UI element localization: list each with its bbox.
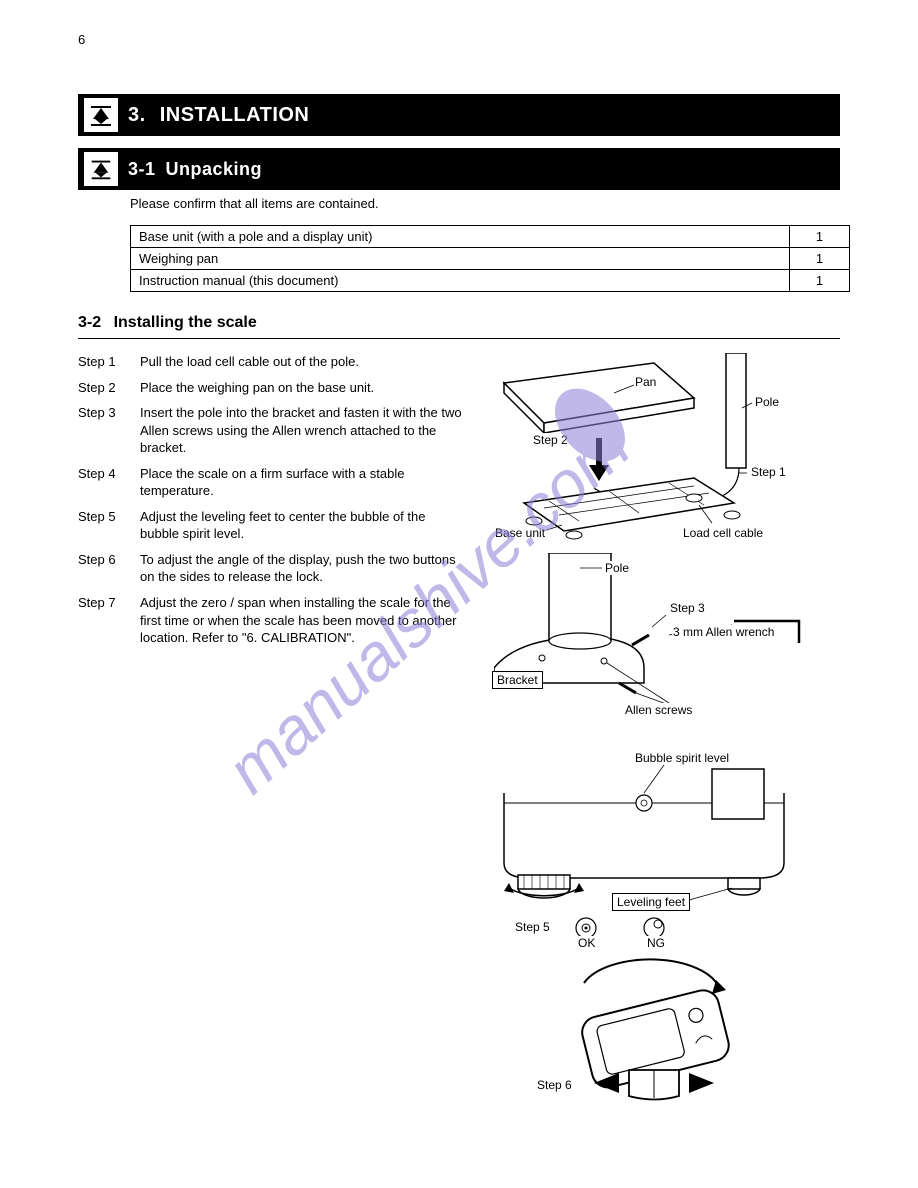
- steps-area: Step 1 Pull the load cell cable out of t…: [78, 353, 840, 1103]
- label-pole: Pole: [754, 395, 780, 409]
- subsection-bar-unpacking: 3-1 Unpacking: [78, 148, 840, 190]
- step-body: Adjust the zero / span when installing t…: [140, 594, 468, 647]
- label-bubble-level: Bubble spirit level: [634, 751, 730, 765]
- section-title: INSTALLATION: [160, 104, 310, 127]
- label-step5: Step 5: [514, 920, 551, 934]
- step-2: Step 2 Place the weighing pan on the bas…: [78, 379, 468, 397]
- step-label: Step 7: [78, 594, 140, 647]
- cell-item: Base unit (with a pole and a display uni…: [131, 226, 790, 248]
- step-7: Step 7 Adjust the zero / span when insta…: [78, 594, 468, 647]
- table-row: Weighing pan 1: [131, 248, 850, 270]
- step-body: Insert the pole into the bracket and fas…: [140, 404, 468, 457]
- step-label: Step 2: [78, 379, 140, 397]
- subsection1-number: 3-1: [128, 159, 156, 180]
- label-bracket: Bracket: [492, 671, 543, 689]
- step-label: Step 3: [78, 404, 140, 457]
- divider: [78, 338, 840, 339]
- step-body: Place the scale on a firm surface with a…: [140, 465, 468, 500]
- cell-item: Weighing pan: [131, 248, 790, 270]
- label-step2: Step 2: [532, 433, 569, 447]
- step-body: Place the weighing pan on the base unit.: [140, 379, 374, 397]
- step-1: Step 1 Pull the load cell cable out of t…: [78, 353, 468, 371]
- label-load-cell-cable: Load cell cable: [682, 526, 764, 540]
- cell-qty: 1: [790, 226, 850, 248]
- figures-column: Pan Pole Step 2 Step 1 Base unit Load ce…: [468, 353, 840, 1103]
- figure-bracket: Pole Step 3 3 mm Allen wrench Bracket Al…: [494, 553, 814, 723]
- subsection2-title: Installing the scale: [114, 314, 257, 331]
- label-allen-screws: Allen screws: [624, 703, 693, 717]
- figure-display: Step 6: [524, 958, 784, 1103]
- subsection1-title: Unpacking: [166, 159, 263, 180]
- label-ok: OK: [577, 936, 596, 950]
- cell-item: Instruction manual (this document): [131, 270, 790, 292]
- step-body: Pull the load cell cable out of the pole…: [140, 353, 359, 371]
- step-4: Step 4 Place the scale on a firm surface…: [78, 465, 468, 500]
- cell-qty: 1: [790, 248, 850, 270]
- figure-leveling: Bubble spirit level Leveling feet Step 5…: [494, 733, 814, 948]
- section-number: 3.: [128, 104, 146, 127]
- step-label: Step 1: [78, 353, 140, 371]
- steps-text: Step 1 Pull the load cell cable out of t…: [78, 353, 468, 655]
- label-leveling-feet: Leveling feet: [612, 893, 690, 911]
- cell-qty: 1: [790, 270, 850, 292]
- step-body: Adjust the leveling feet to center the b…: [140, 508, 468, 543]
- label-ng: NG: [646, 936, 666, 950]
- label-step1: Step 1: [750, 465, 787, 479]
- subsection2-number: 3-2: [78, 314, 101, 331]
- table-row: Instruction manual (this document) 1: [131, 270, 850, 292]
- scale-icon: [84, 98, 118, 132]
- step-body: To adjust the angle of the display, push…: [140, 551, 468, 586]
- unpacking-table: Base unit (with a pole and a display uni…: [130, 225, 850, 292]
- confirm-text: Please confirm that all items are contai…: [130, 196, 840, 211]
- label-base-unit: Base unit: [494, 526, 546, 540]
- label-step6: Step 6: [536, 1078, 573, 1092]
- step-6: Step 6 To adjust the angle of the displa…: [78, 551, 468, 586]
- step-3: Step 3 Insert the pole into the bracket …: [78, 404, 468, 457]
- figure-assembly: Pan Pole Step 2 Step 1 Base unit Load ce…: [494, 353, 814, 543]
- scale-icon: [84, 152, 118, 186]
- label-pan: Pan: [634, 375, 657, 389]
- step-5: Step 5 Adjust the leveling feet to cente…: [78, 508, 468, 543]
- page-number: 6: [78, 32, 85, 47]
- step-label: Step 5: [78, 508, 140, 543]
- subsection2-heading: 3-2 Installing the scale: [78, 314, 840, 332]
- label-allen-wrench: 3 mm Allen wrench: [672, 625, 775, 639]
- table-row: Base unit (with a pole and a display uni…: [131, 226, 850, 248]
- step-label: Step 6: [78, 551, 140, 586]
- step-label: Step 4: [78, 465, 140, 500]
- section-bar-installation: 3. INSTALLATION: [78, 94, 840, 136]
- label-step3: Step 3: [669, 601, 706, 615]
- label-pole: Pole: [604, 561, 630, 575]
